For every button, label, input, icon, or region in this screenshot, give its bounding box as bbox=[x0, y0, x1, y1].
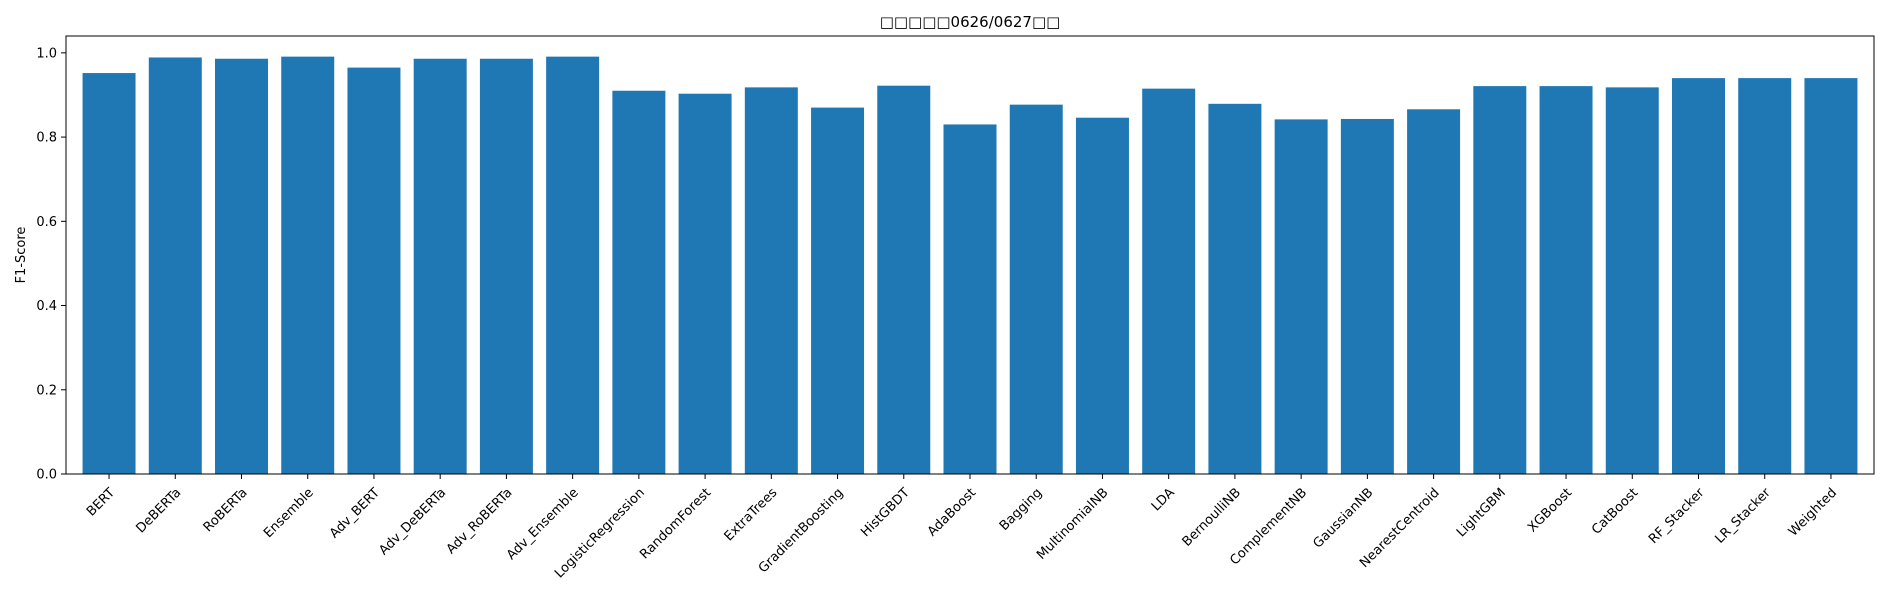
bar-logisticregression bbox=[612, 90, 666, 474]
plot-frame bbox=[65, 35, 1875, 475]
y-tick-label: 0.0 bbox=[36, 468, 57, 483]
bar-lr-stacker bbox=[1738, 78, 1792, 474]
bar-deberta bbox=[148, 57, 202, 474]
x-tick-label: RoBERTa bbox=[201, 485, 251, 535]
x-tick-label: ExtraTrees bbox=[722, 485, 781, 544]
bar-roberta bbox=[215, 58, 268, 474]
x-tick-label: BERT bbox=[84, 485, 118, 519]
bar-ensemble bbox=[281, 56, 335, 475]
x-tick-label: Weighted bbox=[1786, 485, 1840, 539]
y-tick-label: 0.6 bbox=[36, 215, 57, 230]
x-tick-label: MultinomialNB bbox=[1034, 485, 1111, 562]
x-tick-label: Adv_BERT bbox=[327, 485, 383, 541]
y-tick-label: 0.8 bbox=[36, 131, 57, 146]
bar-adv-ensemble bbox=[546, 56, 600, 475]
x-tick-label: DeBERTa bbox=[133, 485, 184, 536]
bar-multinomialnb bbox=[1075, 117, 1129, 474]
x-tick-label: RandomForest bbox=[637, 485, 714, 562]
y-axis-title: F1-Score bbox=[14, 227, 29, 284]
x-tick-label: HistGBDT bbox=[858, 485, 913, 540]
y-tick-label: 1.0 bbox=[36, 46, 57, 61]
bar-gradientboosting bbox=[811, 107, 865, 474]
x-axis: BERT DeBERTa RoBERTa Ensemble Adv_BERTAdv_De… bbox=[84, 474, 1840, 581]
bar-bagging bbox=[1009, 104, 1063, 475]
bar-bert bbox=[82, 73, 136, 475]
x-tick-label: Adv_RoBERTa bbox=[444, 485, 516, 557]
x-tick-label: CatBoost bbox=[1589, 485, 1641, 537]
x-tick-label: LDA bbox=[1149, 485, 1178, 514]
bar-xgboost bbox=[1539, 86, 1593, 474]
bar-extratrees bbox=[744, 87, 798, 474]
bar-adv-bert bbox=[347, 67, 401, 474]
chart-title: □□□□□0626/0627□□ bbox=[880, 13, 1061, 31]
bar-lda bbox=[1142, 88, 1196, 475]
x-tick-label: LR_Stacker bbox=[1712, 485, 1774, 547]
x-tick-label: Adv_DeBERTa bbox=[376, 485, 449, 558]
x-tick-label: LightGBM bbox=[1454, 485, 1509, 540]
bar-lightgbm bbox=[1473, 86, 1527, 474]
bar-bernoullinb bbox=[1208, 103, 1262, 474]
y-axis: 0.0 0.2 0.4 0.6 0.8 1.0 bbox=[36, 46, 66, 483]
x-tick-label: Ensemble bbox=[261, 485, 317, 541]
bar-nearestcentroid bbox=[1407, 109, 1461, 475]
bar-catboost bbox=[1605, 87, 1659, 474]
y-tick-label: 0.4 bbox=[36, 299, 57, 314]
bar-histgbdt bbox=[877, 85, 931, 474]
bars-layer bbox=[82, 56, 1858, 475]
bar-gaussiannb bbox=[1340, 118, 1394, 474]
bar-adaboost bbox=[943, 124, 997, 474]
x-tick-label: AdaBoost bbox=[925, 485, 979, 539]
x-tick-label: BernoulliNB bbox=[1180, 485, 1244, 549]
bar-randomforest bbox=[678, 93, 732, 475]
bar-rf-stacker bbox=[1672, 78, 1725, 474]
bar-adv-roberta bbox=[479, 58, 533, 474]
x-tick-label: GaussianNB bbox=[1310, 485, 1376, 551]
y-tick-label: 0.2 bbox=[36, 383, 57, 398]
bar-complementnb bbox=[1274, 119, 1328, 474]
x-tick-label: RF_Stacker bbox=[1646, 485, 1708, 547]
bar-weighted bbox=[1804, 78, 1858, 474]
x-tick-label: XGBoost bbox=[1525, 485, 1575, 535]
bar-adv-deberta bbox=[413, 58, 467, 474]
x-tick-label: Bagging bbox=[997, 485, 1045, 533]
